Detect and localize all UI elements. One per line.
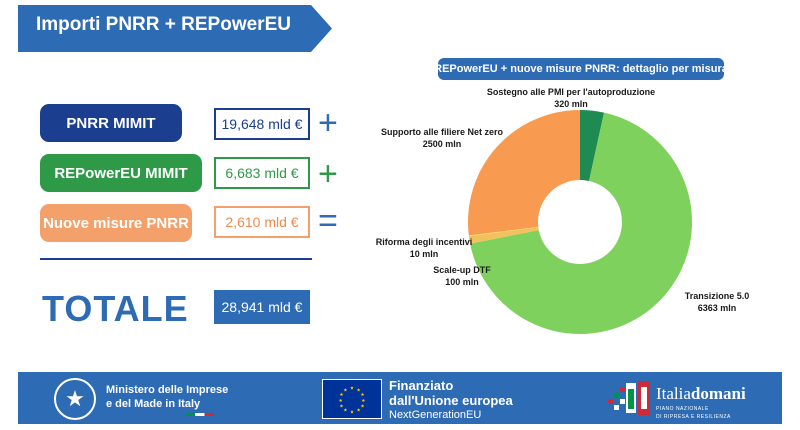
- italian-flag-bar: [186, 413, 214, 416]
- title-banner: [18, 5, 332, 52]
- republic-emblem-icon: ★: [54, 378, 96, 420]
- plus-operator-1: +: [318, 104, 338, 142]
- donut-slice-3: [468, 227, 539, 237]
- pnrr-mimit-amount: 19,648 mld €: [214, 108, 310, 140]
- svg-text:★: ★: [357, 407, 361, 413]
- svg-text:★: ★: [339, 392, 343, 398]
- eu-funding-text: Finanziato dall'Unione europea NextGener…: [389, 378, 513, 421]
- footer-bar: [18, 372, 782, 424]
- label-net-zero: Supporto alle filiere Net zero 2500 mln: [380, 127, 504, 149]
- italia-domani-logo-icon: [608, 381, 650, 415]
- donut-slice-1: [470, 112, 693, 335]
- label-scale-up-dtf: Scale-up DTF 100 mln: [433, 265, 491, 287]
- svg-text:★: ★: [350, 409, 354, 415]
- plus-operator-2: +: [318, 155, 338, 193]
- pnrr-mimit-pill: PNRR MIMIT: [40, 104, 182, 142]
- page-title: Importi PNRR + REPowerEU: [36, 14, 291, 35]
- label-transizione-50: Transizione 5.0 6363 mln: [684, 291, 750, 313]
- svg-text:★: ★: [343, 387, 347, 393]
- eu-flag-icon: ★ ★★ ★★★ ★★★ ★★★: [322, 379, 382, 419]
- chart-title: REPowerEU + nuove misure PNRR: dettaglio…: [434, 58, 728, 80]
- divider: [40, 258, 312, 260]
- donut-slice-4: [467, 110, 580, 236]
- svg-text:★: ★: [338, 398, 342, 404]
- ministry-name: Ministero delle Imprese e del Made in It…: [106, 384, 229, 410]
- nuove-misure-amount: 2,610 mld €: [214, 206, 310, 238]
- repowereu-mimit-pill: REPowerEU MIMIT: [40, 154, 202, 192]
- svg-text:★: ★: [343, 407, 347, 413]
- svg-text:★: ★: [360, 392, 364, 398]
- donut-slice-0: [580, 110, 605, 181]
- svg-text:★: ★: [360, 404, 364, 410]
- repowereu-mimit-amount: 6,683 mld €: [214, 157, 310, 189]
- total-amount: 28,941 mld €: [214, 290, 310, 324]
- svg-text:★: ★: [357, 387, 361, 393]
- donut-slice-2: [468, 227, 539, 244]
- equals-operator: =: [318, 202, 338, 240]
- total-label: TOTALE: [42, 288, 189, 329]
- label-sostegno-pmi: Sostegno alle PMI per l'autoproduzione 32…: [486, 87, 656, 109]
- svg-text:★: ★: [339, 404, 343, 410]
- svg-text:★: ★: [361, 398, 365, 404]
- italia-domani-text: Italiadomani PIANO NAZIONALE DI RIPRESA …: [656, 384, 746, 420]
- svg-text:★: ★: [350, 386, 354, 392]
- label-riforma-incentivi: Riforma degli incentivi 10 mln: [375, 237, 473, 259]
- nuove-misure-pill: Nuove misure PNRR: [40, 204, 192, 242]
